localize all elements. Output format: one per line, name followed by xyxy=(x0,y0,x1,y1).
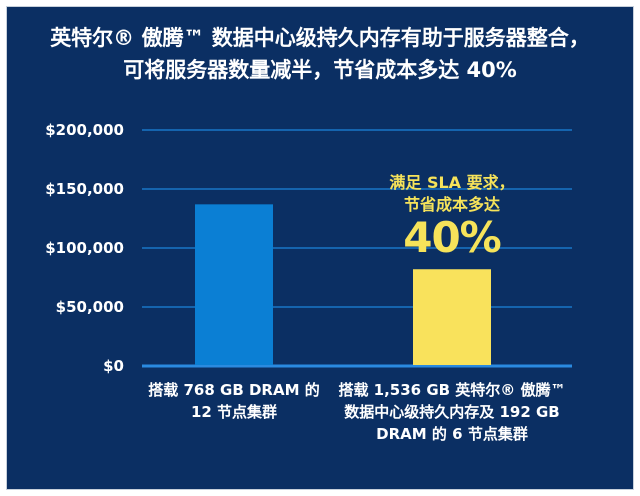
y-tick-label: $100,000 xyxy=(45,239,124,257)
chart-title-line-1: 英特尔® 傲腾™ 数据中心级持久内存有助于服务器整合， xyxy=(50,26,590,50)
y-tick-label: $50,000 xyxy=(55,298,124,316)
y-tick-label: $0 xyxy=(103,357,124,375)
bar-1 xyxy=(195,204,273,365)
category-label-line: 数据中心级持久内存及 192 GB xyxy=(344,403,560,421)
annotation-line-1: 满足 SLA 要求， xyxy=(389,173,515,192)
category-label-1: 搭载 768 GB DRAM 的 12 节点集群 xyxy=(104,379,364,423)
y-tick-label: $150,000 xyxy=(45,180,124,198)
y-tick-label: $200,000 xyxy=(45,121,124,139)
bar-2 xyxy=(413,269,491,365)
annotation-highlight: 40% xyxy=(403,213,502,262)
category-label-line: 12 节点集群 xyxy=(190,403,278,421)
category-label-2: 搭载 1,536 GB 英特尔® 傲腾™ 数据中心级持久内存及 192 GB DRA… xyxy=(322,379,582,445)
annotation-line-2: 节省成本多达 xyxy=(403,195,500,214)
category-label-line: 搭载 768 GB DRAM 的 xyxy=(148,381,320,399)
chart-title-line-2: 可将服务器数量减半，节省成本多达 40% xyxy=(123,58,517,82)
category-label-line: DRAM 的 6 节点集群 xyxy=(376,425,528,443)
category-label-line: 搭载 1,536 GB 英特尔® 傲腾™ xyxy=(338,381,566,399)
